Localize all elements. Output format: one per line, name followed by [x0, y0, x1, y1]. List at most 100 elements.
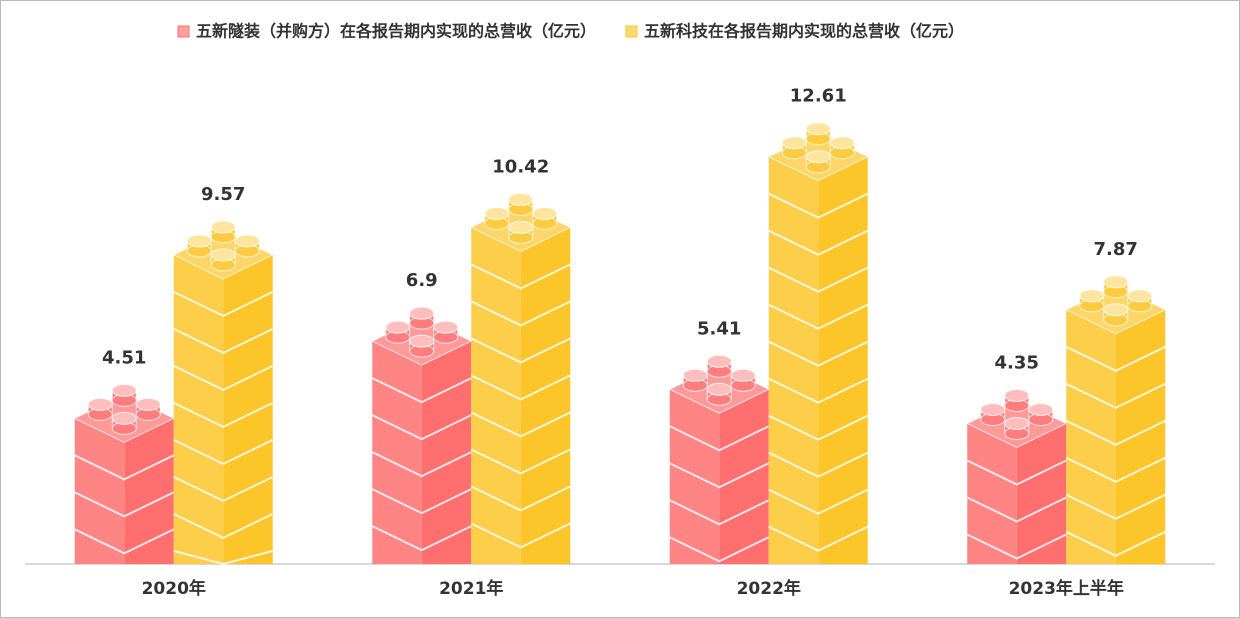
- brick-line: [74, 528, 175, 555]
- brick-line: [74, 491, 175, 518]
- bar-face-right: [818, 156, 868, 564]
- brick-line: [74, 454, 175, 481]
- bar: [966, 388, 1068, 564]
- bar-face-left: [1066, 309, 1116, 564]
- brick-line: [470, 485, 571, 512]
- bar: [767, 122, 869, 564]
- brick-line: [1065, 419, 1166, 446]
- stud-top: [210, 248, 236, 262]
- stud-top: [706, 382, 732, 396]
- brick-line: [768, 451, 869, 478]
- x-tick-label: 2022年: [737, 578, 801, 599]
- bar-face-left: [669, 389, 720, 564]
- brick-line: [768, 303, 869, 330]
- brick-line: [173, 290, 274, 318]
- brick-line: [768, 229, 869, 256]
- bar: [668, 354, 770, 564]
- legend-label: 五新隧装（并购方）在各报告期内实现的总营收（亿元）: [196, 22, 596, 41]
- brick-line: [768, 266, 869, 293]
- stud-top: [87, 397, 113, 411]
- brick-line: [173, 549, 274, 566]
- brick-line: [768, 488, 869, 515]
- stud-top: [730, 368, 756, 382]
- bar-face-left: [74, 418, 125, 564]
- bar-face-right: [124, 418, 174, 564]
- stud-top: [1004, 388, 1030, 402]
- brick-line: [768, 414, 869, 441]
- stud-top: [186, 234, 212, 248]
- brick-line: [371, 414, 472, 441]
- stud-top: [781, 136, 807, 150]
- stud-top: [409, 334, 435, 348]
- brick-line: [768, 525, 869, 552]
- stud-top: [1103, 275, 1129, 289]
- stud-top: [805, 150, 831, 164]
- brick-line: [371, 377, 472, 404]
- brick-line: [173, 327, 274, 355]
- stud-top: [1004, 416, 1030, 430]
- stud-top: [980, 402, 1006, 416]
- stud-top: [210, 220, 236, 234]
- brick-line: [173, 475, 274, 503]
- value-label: 9.57: [201, 184, 245, 205]
- brick-line: [173, 512, 274, 540]
- value-label: 10.42: [492, 156, 549, 177]
- brick-line: [966, 533, 1067, 560]
- brick-line: [173, 401, 274, 429]
- legend-label: 五新科技在各报告期内实现的总营收（亿元）: [644, 22, 964, 41]
- brick-line: [470, 522, 571, 549]
- brick-line: [1065, 382, 1166, 409]
- brick-line: [371, 525, 472, 552]
- bar: [73, 383, 175, 564]
- stud-top: [829, 136, 855, 150]
- brick-line: [669, 462, 770, 489]
- brick-line: [768, 192, 869, 219]
- bar-face-right: [1115, 309, 1166, 564]
- stud-top: [484, 206, 510, 220]
- brick-line: [669, 536, 770, 563]
- bar: [172, 220, 274, 566]
- brick-line: [1065, 456, 1166, 483]
- stud-top: [111, 383, 137, 397]
- stud-top: [682, 368, 708, 382]
- brick-line: [173, 364, 274, 392]
- value-label: 12.61: [790, 86, 847, 107]
- brick-line: [470, 300, 571, 327]
- brick-line: [768, 340, 869, 367]
- value-label: 6.9: [406, 270, 438, 291]
- bar-face-right: [223, 254, 273, 564]
- bar-face-right: [1016, 423, 1067, 564]
- bar-face-right: [719, 389, 769, 564]
- stud-top: [508, 220, 534, 234]
- x-tick-label: 2021年: [439, 578, 503, 599]
- x-tick-label: 2023年上半年: [1009, 578, 1124, 599]
- brick-line: [371, 451, 472, 478]
- brick-line: [669, 499, 770, 526]
- bar: [470, 192, 572, 564]
- stud-top: [1103, 303, 1129, 317]
- stud-top: [234, 234, 260, 248]
- brick-line: [1065, 530, 1166, 557]
- stud-top: [532, 206, 558, 220]
- stud-top: [409, 306, 435, 320]
- value-label: 5.41: [697, 318, 741, 339]
- brick-line: [966, 459, 1067, 486]
- value-label: 4.35: [995, 352, 1039, 373]
- brick-line: [470, 411, 571, 438]
- brick-line: [966, 496, 1067, 523]
- stud-top: [508, 192, 534, 206]
- brick-line: [371, 488, 472, 515]
- brick-line: [470, 374, 571, 401]
- stud-top: [433, 320, 459, 334]
- brick-line: [768, 377, 869, 404]
- brick-line: [1065, 345, 1166, 372]
- legend-swatch: [177, 25, 190, 38]
- stud-top: [111, 411, 137, 425]
- stud-top: [805, 122, 831, 136]
- bar-face-left: [173, 254, 224, 564]
- bar-face-left: [768, 156, 819, 564]
- bar: [371, 306, 473, 564]
- stud-top: [1127, 289, 1153, 303]
- stud-top: [1028, 402, 1054, 416]
